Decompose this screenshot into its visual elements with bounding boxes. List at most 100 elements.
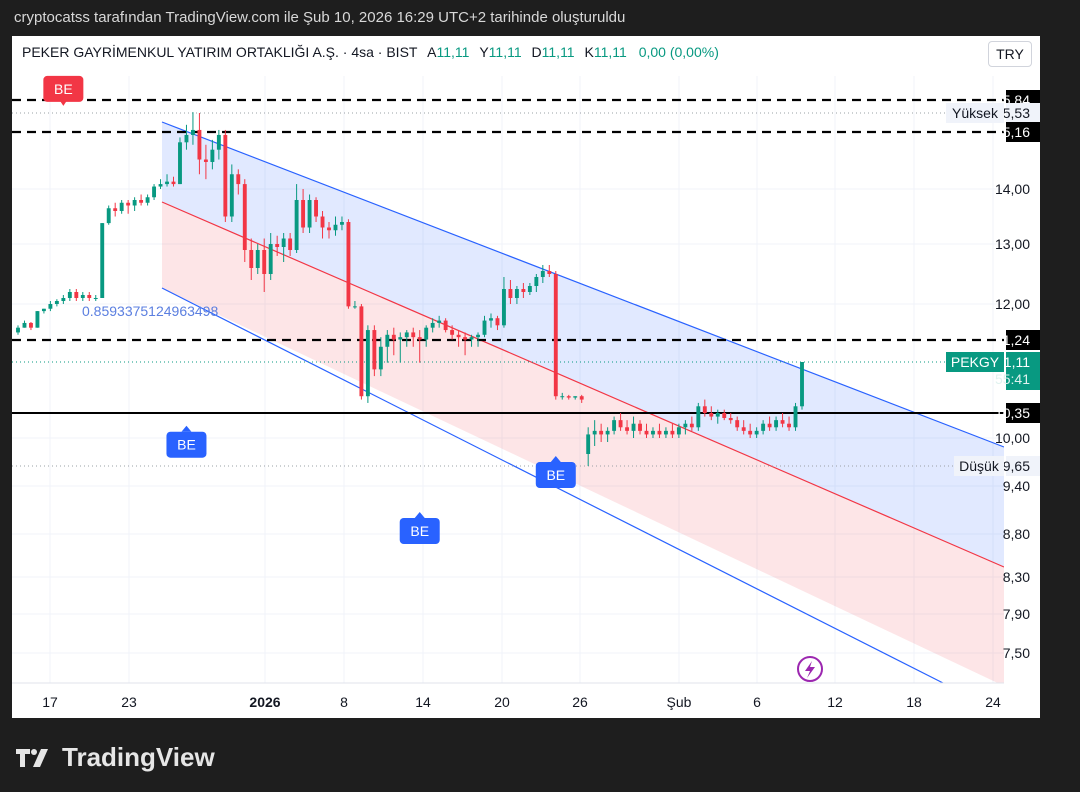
candle-body xyxy=(476,334,480,338)
candle-body xyxy=(566,396,571,398)
candle-body xyxy=(93,298,98,299)
candle-body xyxy=(301,200,306,228)
y-tick-label: 14,00 xyxy=(995,181,1030,197)
candle-body xyxy=(87,295,92,298)
y-tick-label: 7,50 xyxy=(1003,645,1030,661)
be-signal-label: BE xyxy=(410,523,429,539)
be-signal-pointer xyxy=(181,425,192,432)
candle-body xyxy=(735,420,740,428)
be-signal[interactable]: BE xyxy=(399,512,440,544)
candle-body xyxy=(521,289,526,292)
y-tick-label: 9,40 xyxy=(1003,478,1030,494)
candle-body xyxy=(307,200,312,228)
price-label[interactable]: 15,16 xyxy=(995,122,1040,142)
candle-body xyxy=(145,197,150,203)
candle-body xyxy=(365,330,370,397)
candle-body xyxy=(255,250,260,268)
candles xyxy=(16,112,804,466)
price-label-text: 10,35 xyxy=(995,405,1030,421)
y-tick-label: 8,80 xyxy=(1003,526,1030,542)
candle-body xyxy=(709,413,714,417)
symbol-title: PEKER GAYRİMENKUL YATIRIM ORTAKLIĞI A.Ş.… xyxy=(22,44,418,60)
last-price-text: 11,11 xyxy=(997,354,1030,370)
price-label[interactable]: 11,24 xyxy=(996,330,1040,350)
upper-channel-fill xyxy=(162,122,1004,567)
candle-body xyxy=(268,244,273,274)
candle-body xyxy=(216,134,221,150)
candle-body xyxy=(223,134,228,217)
candle-body xyxy=(29,322,33,328)
be-signal-badge[interactable] xyxy=(399,518,440,544)
lightning-icon[interactable] xyxy=(797,656,823,682)
candle-body xyxy=(165,181,169,185)
candle-body xyxy=(80,295,85,298)
be-signal-pointer xyxy=(550,456,561,462)
candle-body xyxy=(683,423,688,428)
be-signal-label: BE xyxy=(54,81,73,97)
candle-body xyxy=(275,244,280,247)
candle-body xyxy=(508,289,513,298)
candle-body xyxy=(398,337,403,340)
candle-body xyxy=(54,301,59,304)
price-label-text: 9,65 xyxy=(1003,458,1030,474)
candle-body xyxy=(74,292,79,298)
x-tick-label: 8 xyxy=(340,694,348,710)
candle-body xyxy=(190,129,195,135)
candle-body xyxy=(417,337,422,340)
candle-body xyxy=(152,186,157,198)
candle-body xyxy=(404,332,409,338)
level-name: Düşük xyxy=(959,458,1000,474)
price-axis[interactable]: 14,00 13,00 12,00 10,00 9,40 8,80 8,30 7,90 7,50… xyxy=(946,36,1040,718)
candlestick-chart[interactable]: 0.8593375124963498 BE BE BE BE 14,00 13,00 12,0… xyxy=(12,36,1040,718)
x-tick-label: 2026 xyxy=(249,694,280,710)
candle-body xyxy=(495,318,500,326)
candle-body xyxy=(67,292,72,298)
be-signal[interactable]: BE xyxy=(43,75,84,106)
candle-body xyxy=(281,238,286,247)
chart-panel[interactable]: 0.8593375124963498 BE BE BE BE 14,00 13,00 12,0… xyxy=(12,36,1040,718)
tradingview-brand: TradingView xyxy=(62,742,215,772)
candle-body xyxy=(599,430,604,435)
candle-body xyxy=(437,320,442,323)
time-axis[interactable]: 17 23 2026 8 14 20 26 Şub 6 12 18 24 xyxy=(12,682,1004,718)
candle-body xyxy=(702,406,707,413)
close-value: 11,11 xyxy=(593,44,627,60)
candle-body xyxy=(294,200,299,250)
candle-body xyxy=(385,334,390,347)
price-label[interactable]: 10,35 xyxy=(995,403,1040,423)
candle-body xyxy=(184,134,189,143)
be-signal-label: BE xyxy=(546,467,565,483)
x-tick-label: 20 xyxy=(494,694,510,710)
candle-body xyxy=(372,330,377,370)
signal-markers[interactable]: BE BE BE BE xyxy=(43,75,576,544)
candle-body xyxy=(359,306,364,397)
x-tick-label: 24 xyxy=(985,694,1001,710)
x-tick-label: 12 xyxy=(827,694,843,710)
candle-body xyxy=(158,184,163,187)
be-signal-badge[interactable] xyxy=(166,431,207,458)
candle-body xyxy=(210,149,215,162)
be-signal[interactable]: BE xyxy=(535,456,576,488)
horizontal-levels[interactable] xyxy=(12,98,1004,467)
regression-channel[interactable]: 0.8593375124963498 xyxy=(82,121,1005,686)
high-label: Y xyxy=(479,44,489,60)
price-label-bg xyxy=(1006,122,1040,142)
candle-body xyxy=(670,430,675,435)
candle-body xyxy=(463,337,468,340)
candle-body xyxy=(767,423,772,428)
be-signal-badge[interactable] xyxy=(535,462,576,488)
candle-body xyxy=(320,216,325,228)
candle-body xyxy=(676,427,681,435)
candle-body xyxy=(391,334,396,340)
candle-body xyxy=(178,142,182,185)
currency-button[interactable]: TRY xyxy=(988,41,1032,67)
be-signal[interactable]: BE xyxy=(166,425,207,458)
be-signal-badge[interactable] xyxy=(43,75,84,102)
candle-body xyxy=(327,227,331,231)
candle-body xyxy=(61,298,66,301)
candle-body xyxy=(748,430,753,435)
candle-body xyxy=(482,320,487,335)
